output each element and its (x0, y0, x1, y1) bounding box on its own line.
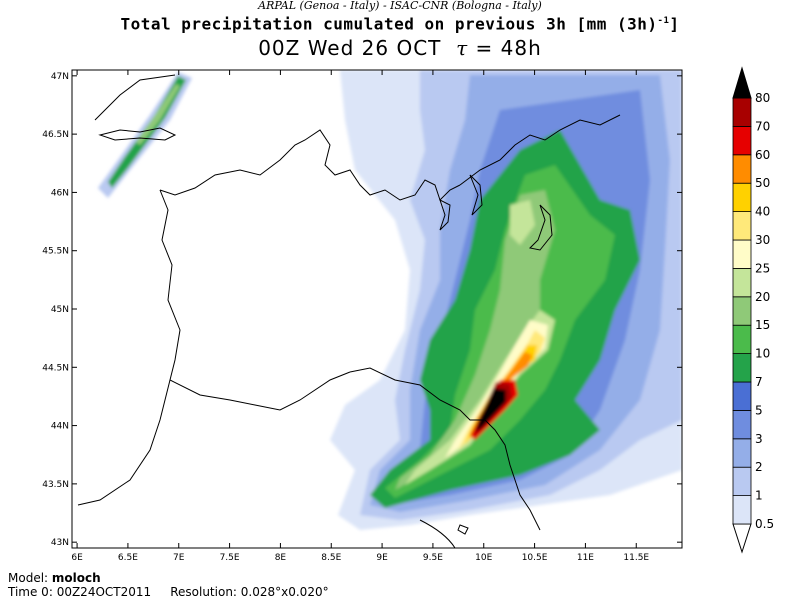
x-tick-label: 11E (577, 553, 594, 563)
colorbar-over-triangle (732, 66, 752, 99)
y-tick-label: 44N (51, 422, 69, 432)
x-tick-label: 7.5E (220, 553, 240, 563)
x-tick-label: 8E (275, 553, 287, 563)
colorbar-box (732, 239, 752, 269)
precip-area-level-7 (395, 190, 555, 490)
y-tick-label: 43N (51, 538, 69, 548)
chart-title: Total precipitation cumulated on previou… (0, 12, 800, 33)
colorbar-box (732, 466, 752, 497)
colorbar-label: 30 (755, 233, 770, 247)
colorbar-label: 3 (755, 432, 763, 446)
x-tick-label: 8.5E (321, 553, 341, 563)
elba-outline (457, 524, 469, 535)
lake-maggiore (439, 199, 451, 231)
x-tick-label: 6E (71, 553, 83, 563)
time0-label: Time 0: (8, 585, 57, 599)
lake-como (469, 174, 483, 216)
colorbar-label: 15 (755, 318, 770, 332)
precip-area-level-15 (476, 388, 506, 432)
colorbar-box (732, 495, 752, 525)
alpine-streak-inner (136, 84, 180, 145)
colorbar-box (732, 211, 752, 241)
national-border (159, 129, 461, 201)
y-tick-label: 46N (51, 188, 69, 198)
time0-value: 00Z24OCT2011 (56, 585, 152, 599)
colorbar-box (732, 324, 752, 355)
colorbar-label: 2 (755, 460, 763, 474)
x-tick-label: 9E (376, 553, 388, 563)
border-swiss-north (94, 74, 176, 121)
precipitation-field (98, 70, 682, 530)
model-label: Model: (8, 571, 52, 585)
colorbar-label: 80 (755, 91, 770, 105)
colorbar-label: 1 (755, 489, 763, 503)
y-tick-label: 45.5N (42, 247, 69, 257)
x-tick-label: 10.5E (522, 553, 548, 563)
title-superscript: -1 (657, 16, 670, 26)
colorbar-label: 10 (755, 347, 770, 361)
colorbar-label: 60 (755, 148, 770, 162)
alpine-border-east (459, 114, 621, 186)
colorbar-label: 70 (755, 119, 770, 133)
colorbar-label: 7 (755, 375, 763, 389)
colorbar-box (732, 409, 752, 440)
lake-garda (528, 204, 553, 251)
y-tick-label: 47N (51, 72, 69, 82)
colorbar-box (732, 296, 752, 326)
y-tick-label: 45N (51, 305, 69, 315)
colorbar-label: 5 (755, 403, 763, 417)
forecast-time: 00Z Wed 26 OCT τ = 48h (0, 36, 800, 60)
x-tick-label: 6.5E (118, 553, 138, 563)
model-info: Model: moloch (8, 572, 101, 585)
x-tick-label: 11.5E (623, 553, 649, 563)
colorbar-box (732, 267, 752, 298)
colorbar-label: 40 (755, 205, 770, 219)
colorbar: 0.5 1 2 3 5 7 10 15 20 25 30 40 50 60 70 80 (732, 66, 774, 554)
colorbar-label: 20 (755, 290, 770, 304)
x-axis: 6E 6.5E 7E 7.5E 8E 8.5E 9E 9.5E 10E 10.5E 11E 11.5E (71, 70, 649, 563)
y-tick-label: 43.5N (42, 480, 69, 490)
tau-symbol: τ (456, 36, 469, 60)
colorbar-box (732, 381, 752, 411)
colorbar-label: 0.5 (755, 517, 774, 531)
alpine-contour (98, 127, 177, 141)
colorbar-box (732, 353, 752, 383)
model-value: moloch (51, 571, 101, 585)
colorbar-label: 25 (755, 261, 770, 275)
x-tick-label: 9.5E (423, 553, 443, 563)
colorbar-label: 50 (755, 176, 770, 190)
corsica-outline (419, 519, 456, 548)
colorbar-under-triangle (732, 523, 752, 554)
colorbar-box (732, 438, 752, 468)
border-west (159, 189, 351, 411)
colorbar-box (732, 97, 752, 127)
run-info: Time 0: 00Z24OCT2011 Resolution: 0.028°x… (8, 586, 329, 599)
border-france-south (77, 379, 171, 506)
colorbar-box (732, 182, 752, 212)
x-tick-label: 10E (475, 553, 492, 563)
resolution-value: 0.028°x0.020° (240, 585, 329, 599)
y-axis: 47N 46.5N 46N 45.5N 45N 44.5N 44N 43.5N 43N (42, 72, 682, 548)
y-tick-label: 46.5N (42, 130, 69, 140)
valid-time: 00Z Wed 26 OCT (258, 36, 442, 60)
title-close: ] (669, 14, 680, 34)
y-tick-label: 44.5N (42, 363, 69, 373)
resolution-label: Resolution: (170, 585, 241, 599)
x-tick-label: 7E (173, 553, 185, 563)
source-line: ARPAL (Genoa - Italy) - ISAC-CNR (Bologn… (258, 0, 542, 12)
coastline-ligurian (349, 367, 541, 531)
map-boundaries (77, 74, 621, 548)
tau-value: = 48h (475, 36, 542, 60)
colorbar-box (732, 126, 752, 156)
colorbar-box (732, 154, 752, 184)
title-main: Total precipitation cumulated on previou… (120, 14, 658, 34)
